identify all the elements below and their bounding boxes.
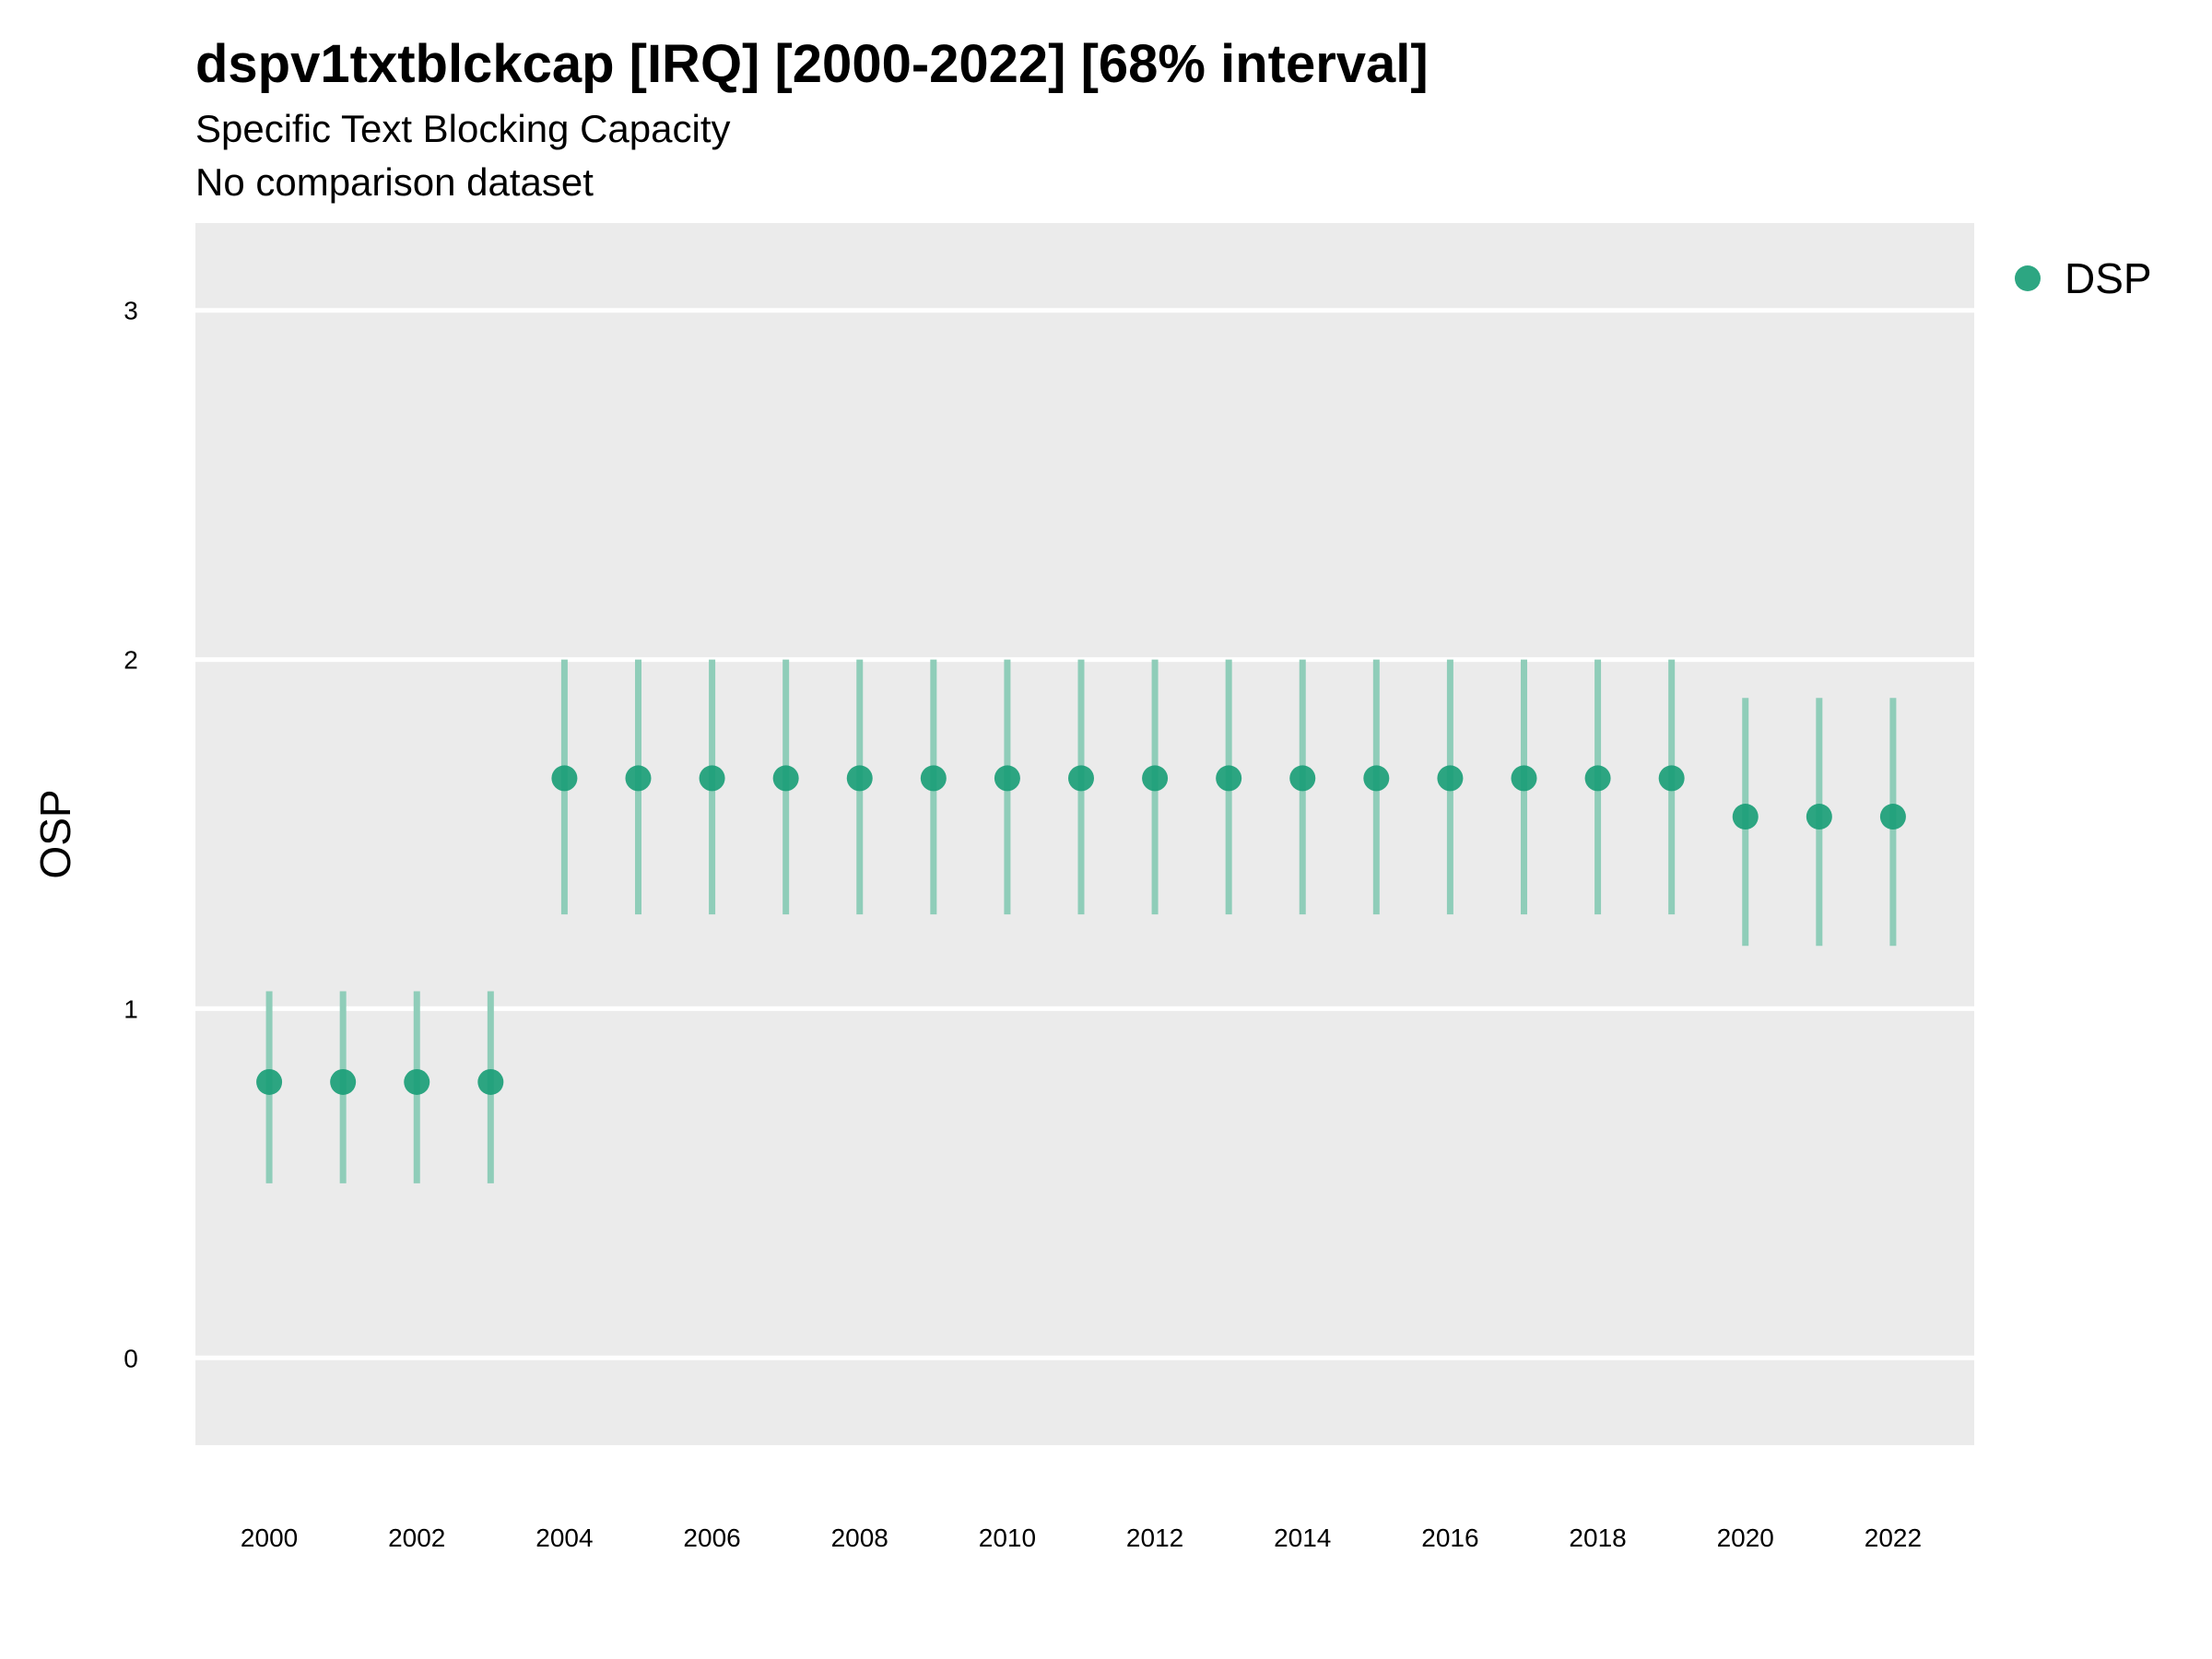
x-tick-label-2008: 2008 [831,1524,888,1552]
point-2016 [1437,765,1464,792]
y-tick-label-0: 0 [124,1344,138,1372]
point-2017 [1511,765,1537,792]
chart-caption: No comparison dataset [195,160,594,204]
point-2011 [1067,765,1094,792]
legend: DSP [2015,254,2152,302]
chart-subtitle: Specific Text Blocking Capacity [195,107,731,150]
y-tick-label-1: 1 [124,994,138,1023]
point-2014 [1289,765,1316,792]
point-2015 [1363,765,1390,792]
legend-key-dsp [2015,265,2041,291]
point-2012 [1142,765,1169,792]
x-tick-label-2010: 2010 [979,1524,1036,1552]
x-tick-label-2018: 2018 [1569,1524,1626,1552]
point-2005 [625,765,652,792]
data-points [256,765,1906,1095]
chart-title: dspv1txtblckcap [IRQ] [2000-2022] [68% i… [195,34,1429,94]
plot-panel [195,223,1974,1445]
point-2018 [1584,765,1611,792]
point-2021 [1806,804,1832,830]
point-2020 [1732,804,1759,830]
point-2008 [846,765,873,792]
x-tick-label-2020: 2020 [1717,1524,1774,1552]
point-2003 [477,1068,504,1095]
point-2000 [256,1068,283,1095]
legend-label-dsp: DSP [2065,254,2152,302]
x-axis-ticks: 2000 2002 2004 2006 2008 2010 2012 2014 2016 2018… [241,1524,1922,1552]
point-2013 [1216,765,1242,792]
point-2007 [772,765,799,792]
y-tick-label-3: 3 [124,297,138,325]
point-2001 [330,1068,357,1095]
point-2019 [1658,765,1685,792]
x-tick-label-2012: 2012 [1126,1524,1183,1552]
y-axis-ticks: 0 1 2 3 [124,297,138,1373]
x-tick-label-2016: 2016 [1421,1524,1478,1552]
x-tick-label-2000: 2000 [241,1524,298,1552]
point-2006 [699,765,725,792]
x-tick-label-2022: 2022 [1865,1524,1922,1552]
y-axis-label: OSP [31,789,79,878]
x-tick-label-2002: 2002 [388,1524,445,1552]
point-2010 [994,765,1020,792]
x-tick-label-2004: 2004 [535,1524,593,1552]
point-2002 [404,1068,430,1095]
point-2009 [920,765,947,792]
x-tick-label-2006: 2006 [683,1524,740,1552]
y-tick-label-2: 2 [124,646,138,675]
x-tick-label-2014: 2014 [1274,1524,1331,1552]
point-2022 [1879,804,1906,830]
point-2004 [551,765,578,792]
